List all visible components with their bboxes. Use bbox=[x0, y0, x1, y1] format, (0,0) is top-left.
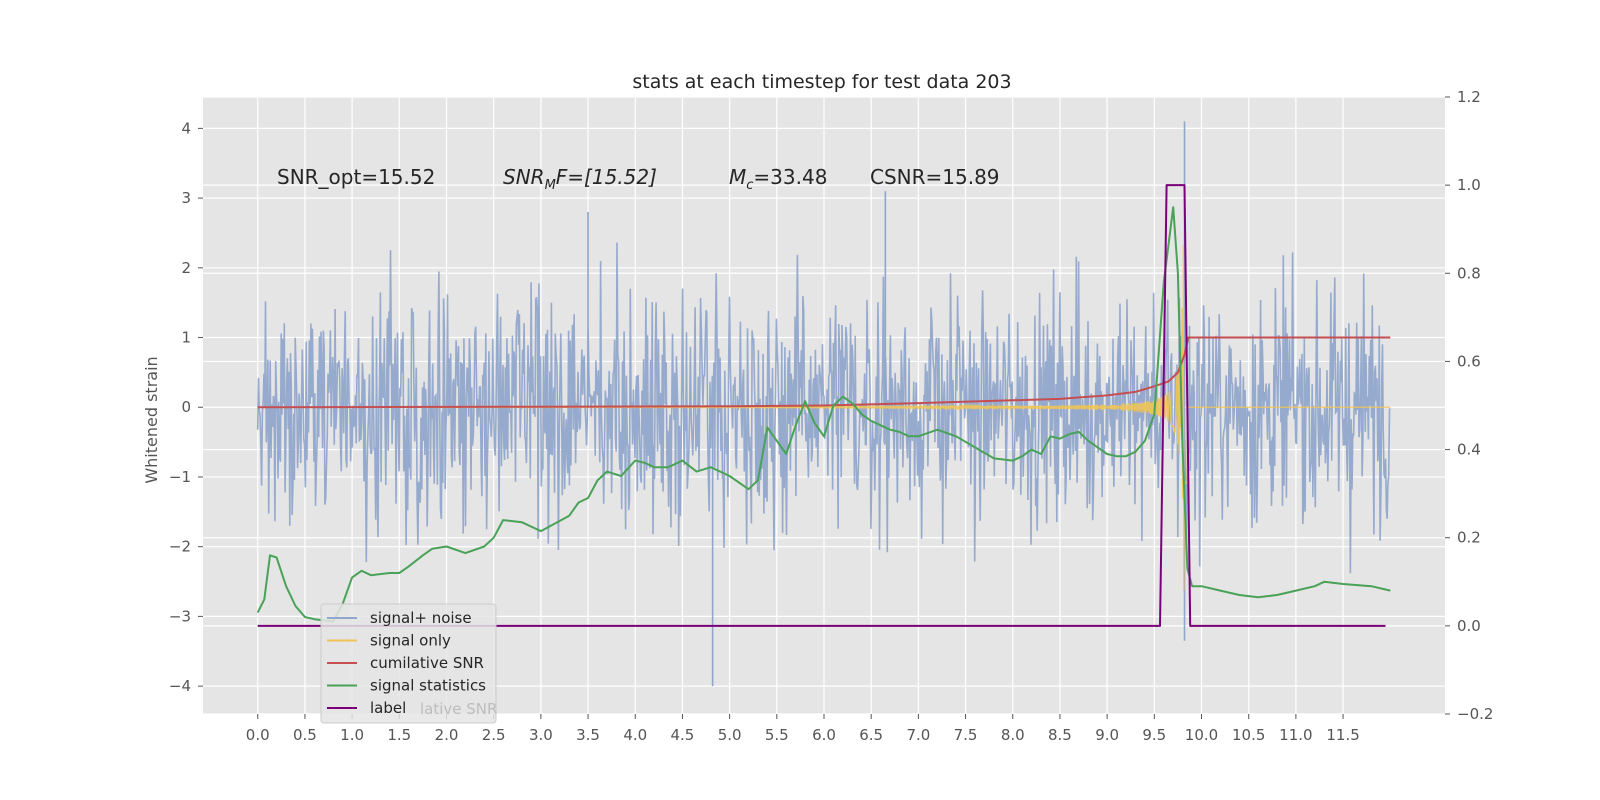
x-tick-label: 1.0 bbox=[340, 726, 364, 744]
y2-tick-label: 0.8 bbox=[1457, 264, 1481, 282]
annotation-snr-opt: SNR_opt=15.52 bbox=[277, 165, 435, 189]
y-tick-label: 4 bbox=[181, 119, 191, 137]
y-axis-label: Whitened strain bbox=[142, 356, 161, 483]
chart-title: stats at each timestep for test data 203 bbox=[632, 71, 1011, 93]
x-tick-label: 10.0 bbox=[1185, 726, 1218, 744]
ticks: 0.0 0.5 1.0 1.5 2.0 2.5 3.0 3.5 4.0 4.5 5.0 5.5 6.0 6… bbox=[169, 88, 1494, 744]
y2-tick-label: −0.2 bbox=[1457, 705, 1493, 723]
x-tick-label: 1.5 bbox=[387, 726, 411, 744]
signal-noise-line bbox=[256, 242, 1391, 574]
x-tick-label: 0.5 bbox=[293, 726, 317, 744]
y-tick-label: −1 bbox=[169, 468, 191, 486]
lines-layer bbox=[256, 184, 1391, 627]
y2-tick-label: 0.0 bbox=[1457, 617, 1481, 635]
annotation-csnr: CSNR=15.89 bbox=[870, 165, 1000, 189]
y2-tick-label: 1.0 bbox=[1457, 176, 1481, 194]
y2-tick-label: 0.2 bbox=[1457, 529, 1481, 547]
y-tick-label: −2 bbox=[169, 538, 191, 556]
x-tick-label: 3.5 bbox=[576, 726, 600, 744]
legend-box bbox=[320, 603, 497, 724]
y2-tick-label: 1.2 bbox=[1457, 88, 1481, 106]
x-tick-label: 2.5 bbox=[482, 726, 506, 744]
annotation-mc: Mc=33.48 bbox=[729, 165, 827, 193]
y-tick-label: 1 bbox=[181, 329, 191, 347]
snr-mf-main: SNR bbox=[503, 165, 545, 189]
x-tick-label: 8.0 bbox=[1001, 726, 1025, 744]
y-tick-label: 0 bbox=[181, 398, 191, 416]
x-tick-label: 0.0 bbox=[246, 726, 270, 744]
mc-sub: c bbox=[746, 178, 753, 193]
x-tick-label: 7.0 bbox=[906, 726, 930, 744]
annotations: SNR_opt=15.52 SNRMF=[15.52] Mc=33.48 CSN… bbox=[277, 165, 1000, 193]
x-tick-label: 5.5 bbox=[765, 726, 789, 744]
label-line bbox=[257, 184, 1386, 627]
legend: lative SNR signal+ noise signal only cumil… bbox=[320, 603, 497, 724]
legend-label: signal+ noise bbox=[370, 609, 472, 627]
snr-mf-rest: F=[15.52] bbox=[556, 165, 657, 189]
x-tick-label: 9.5 bbox=[1142, 726, 1166, 744]
x-tick-label: 11.5 bbox=[1326, 726, 1359, 744]
x-tick-label: 6.5 bbox=[859, 726, 883, 744]
x-tick-label: 3.0 bbox=[529, 726, 553, 744]
x-tick-label: 4.5 bbox=[671, 726, 695, 744]
x-tick-label: 9.0 bbox=[1095, 726, 1119, 744]
mc-main: M bbox=[729, 165, 746, 189]
y2-tick-label: 0.6 bbox=[1457, 352, 1481, 370]
y2-tick-label: 0.4 bbox=[1457, 441, 1481, 459]
snr-mf-sub: M bbox=[545, 178, 556, 193]
y-tick-label: −4 bbox=[169, 677, 191, 695]
x-tick-label: 2.0 bbox=[435, 726, 459, 744]
legend-label: cumilative SNR bbox=[370, 654, 484, 672]
x-tick-label: 6.0 bbox=[812, 726, 836, 744]
cumilative-snr-line bbox=[257, 336, 1391, 409]
x-tick-label: 10.5 bbox=[1232, 726, 1265, 744]
mc-rest: =33.48 bbox=[753, 165, 827, 189]
y-tick-label: 2 bbox=[181, 259, 191, 277]
y-tick-label: −3 bbox=[169, 607, 191, 625]
x-tick-label: 7.5 bbox=[954, 726, 978, 744]
legend-label: signal only bbox=[370, 632, 451, 650]
legend-ghost-text: lative SNR bbox=[420, 700, 497, 718]
legend-label: signal statistics bbox=[370, 677, 486, 695]
x-tick-label: 4.0 bbox=[623, 726, 647, 744]
x-tick-label: 8.5 bbox=[1048, 726, 1072, 744]
legend-label: label bbox=[370, 699, 406, 717]
annotation-snr-mf: SNRMF=[15.52] bbox=[503, 165, 657, 193]
signal-statistics-line bbox=[256, 206, 1391, 623]
x-tick-label: 11.0 bbox=[1279, 726, 1312, 744]
y-tick-label: 3 bbox=[181, 189, 191, 207]
noise-series bbox=[256, 121, 1391, 687]
x-tick-label: 5.0 bbox=[718, 726, 742, 744]
